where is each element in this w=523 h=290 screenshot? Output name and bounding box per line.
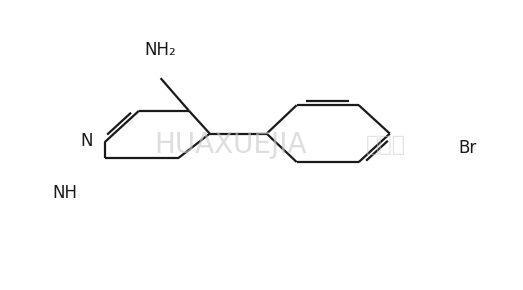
Text: NH₂: NH₂	[145, 41, 176, 59]
Text: N: N	[81, 132, 93, 150]
Text: 化学加: 化学加	[366, 135, 406, 155]
Text: HUAXUEJIA: HUAXUEJIA	[154, 131, 306, 159]
Text: Br: Br	[458, 139, 476, 157]
Text: NH: NH	[53, 184, 78, 202]
